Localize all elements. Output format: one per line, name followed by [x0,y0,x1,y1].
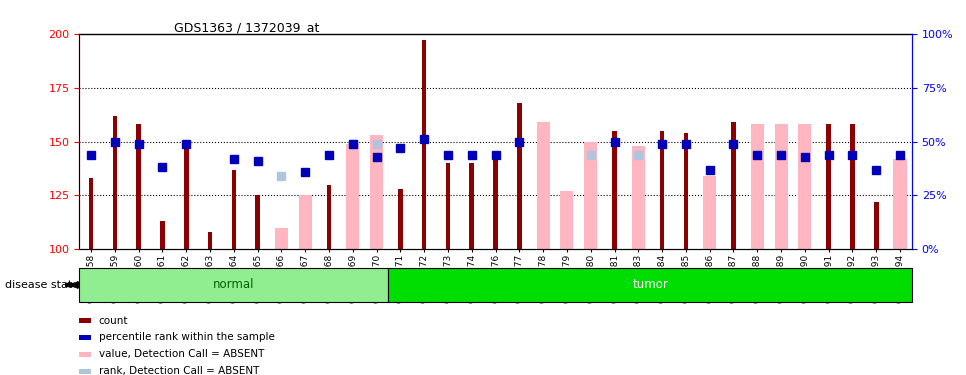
Bar [327,185,331,249]
Bar [560,191,574,249]
Bar [370,135,384,249]
Text: disease state: disease state [5,280,79,290]
Bar [494,157,497,249]
Text: GDS1363 / 1372039_at: GDS1363 / 1372039_at [174,21,319,34]
Bar [775,124,787,249]
Bar [160,221,165,249]
Bar [208,232,213,249]
Bar [798,124,811,249]
Bar [874,202,878,249]
Bar [751,124,764,249]
Bar [275,228,288,249]
Bar [660,131,665,249]
Bar [894,159,906,249]
Bar [517,103,522,249]
Text: rank, Detection Call = ABSENT: rank, Detection Call = ABSENT [99,366,259,375]
Bar [232,170,236,249]
Bar [184,146,188,249]
Bar [89,178,94,249]
Bar [422,40,426,249]
Bar [850,124,855,249]
Bar [703,176,716,249]
Bar [684,133,688,249]
Bar [136,124,141,249]
Bar [346,144,359,249]
Bar [612,131,617,249]
Text: tumor: tumor [633,279,668,291]
Bar [398,189,403,249]
Text: value, Detection Call = ABSENT: value, Detection Call = ABSENT [99,350,264,359]
Bar [536,122,550,249]
Text: percentile rank within the sample: percentile rank within the sample [99,333,274,342]
Bar [632,146,645,249]
Bar [113,116,117,249]
Bar [826,124,831,249]
Bar [298,195,312,249]
Bar [255,195,260,249]
Text: normal: normal [213,279,255,291]
Bar [445,163,450,249]
Text: count: count [99,316,128,326]
Bar [469,163,474,249]
Bar [584,142,597,249]
Bar [731,122,736,249]
